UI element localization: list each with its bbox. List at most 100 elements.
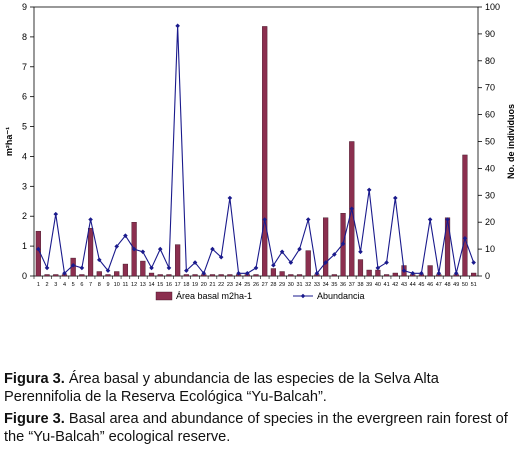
bar-area-basal: [392, 272, 398, 277]
bar-area-basal: [270, 268, 277, 277]
bar-area-basal: [471, 272, 477, 277]
caption-en-label: Figure 3.: [4, 411, 65, 427]
point-abundancia: [88, 217, 93, 222]
bar-area-basal: [114, 271, 120, 277]
right-axis-tick-label: 90: [485, 29, 495, 39]
point-abundancia: [53, 211, 59, 217]
point-abundancia: [184, 268, 189, 273]
chart-container: 0 1 2 3 4 5 6 7 8 9 0 10 20 30 40 50 60 70 80 90 100 m²ha⁻¹ No…: [4, 2, 516, 301]
point-abundancia: [410, 271, 416, 276]
right-axis-tick-label: 30: [485, 190, 495, 200]
bar-area-basal: [375, 269, 381, 277]
right-axis-tick-label: 100: [485, 2, 500, 12]
right-axis-tick-label: 10: [485, 244, 495, 254]
point-abundancia: [253, 265, 259, 271]
x-axis-tick-label: 25: [244, 282, 250, 288]
left-axis-tick-label: 6: [22, 92, 27, 102]
point-abundancia: [297, 246, 302, 252]
point-abundancia: [96, 257, 102, 263]
point-abundancia: [366, 187, 372, 193]
right-axis-tick-label: 70: [485, 83, 495, 93]
bar-area-basal: [262, 26, 268, 277]
x-axis-tick-label: 43: [401, 282, 407, 288]
x-axis-tick-label: 11: [123, 282, 129, 288]
left-axis-tick-label: 5: [22, 122, 27, 132]
point-abundancia: [192, 260, 198, 265]
point-abundancia: [436, 271, 442, 276]
x-axis-tick-label: 46: [427, 282, 433, 288]
point-abundancia: [36, 246, 41, 252]
x-axis-tick-label: 16: [166, 282, 172, 288]
legend-swatch-area-basal: [155, 291, 173, 301]
bar-area-basal: [366, 269, 372, 277]
x-axis-tick-label: 51: [471, 282, 477, 288]
x-axis-tick-label: 37: [349, 282, 355, 288]
x-axis-tick-label: 44: [410, 282, 416, 288]
point-abundancia: [79, 265, 85, 271]
point-abundancia: [288, 260, 294, 265]
x-axis-tick-label: 10: [114, 282, 120, 288]
x-axis-tick-label: 3: [54, 282, 57, 288]
x-axis-tick-label: 13: [140, 282, 146, 288]
bar-area-basal: [192, 274, 198, 277]
point-abundancia: [218, 254, 224, 260]
x-axis-tick-label: 32: [305, 282, 311, 288]
point-abundancia: [210, 246, 215, 252]
point-abundancia: [44, 265, 50, 271]
point-abundancia: [384, 260, 389, 265]
left-axis-tick-label: 9: [22, 2, 27, 12]
x-axis-tick-label: 8: [98, 282, 101, 288]
bar-area-basal: [218, 274, 224, 277]
x-axis-tick-label: 17: [175, 282, 181, 288]
x-axis-tick-label: 48: [444, 282, 450, 288]
x-axis-tick-label: 33: [314, 282, 320, 288]
x-axis-tick-label: 39: [366, 282, 372, 288]
bar-area-basal: [175, 244, 181, 277]
point-abundancia: [279, 249, 285, 255]
x-axis-tick-label: 38: [357, 282, 363, 288]
figure-caption-spanish: Figura 3. Área basal y abundancia de las…: [4, 370, 519, 406]
point-abundancia: [462, 236, 468, 241]
point-abundancia: [375, 265, 381, 271]
bar-area-basal: [105, 274, 111, 277]
x-axis-tick-label: 19: [192, 282, 198, 288]
x-axis-tick-label: 22: [218, 282, 224, 288]
bar-area-basal: [44, 274, 50, 277]
line-abundancia: [37, 25, 475, 275]
x-axis-tick-label: 14: [148, 282, 154, 288]
point-abundancia: [227, 195, 233, 201]
point-abundancia: [62, 271, 67, 276]
x-axis-tick-label: 27: [262, 282, 268, 288]
bar-area-basal: [140, 260, 146, 277]
bar-area-basal: [96, 271, 102, 277]
bar-area-basal: [323, 217, 329, 277]
x-axis-tick-label: 7: [89, 282, 92, 288]
right-axis-title: No. de individuos: [506, 104, 516, 179]
bar-area-basal: [157, 274, 163, 277]
right-axis-tick-label: 80: [485, 56, 495, 66]
x-axis-tick-label: 45: [418, 282, 424, 288]
point-abundancia: [166, 265, 172, 271]
caption-es-label: Figura 3.: [4, 371, 65, 387]
point-abundancia: [471, 260, 476, 265]
point-abundancia: [392, 195, 398, 201]
left-axis-tick-label: 4: [22, 151, 27, 161]
x-axis-tick-label: 41: [384, 282, 390, 288]
point-abundancia: [332, 252, 337, 257]
x-axis-tick-label: 21: [209, 282, 215, 288]
x-axis-tick-label: 1: [37, 282, 40, 288]
x-axis-tick-label: 35: [331, 282, 337, 288]
legend-label-area-basal: Área basal m2ha-1: [176, 291, 252, 301]
right-axis-tick-label: 60: [485, 110, 495, 120]
x-axis-tick-label: 31: [296, 282, 302, 288]
bar-area-basal: [166, 274, 172, 277]
point-abundancia: [323, 260, 328, 265]
bar-area-basal: [209, 274, 216, 277]
figure-caption-english: Figure 3. Basal area and abundance of sp…: [4, 410, 519, 446]
bar-area-basal: [357, 259, 364, 277]
point-abundancia: [349, 206, 355, 212]
x-axis-tick-label: 12: [131, 282, 137, 288]
x-axis-tick-label: 40: [375, 282, 381, 288]
point-abundancia: [114, 244, 120, 249]
